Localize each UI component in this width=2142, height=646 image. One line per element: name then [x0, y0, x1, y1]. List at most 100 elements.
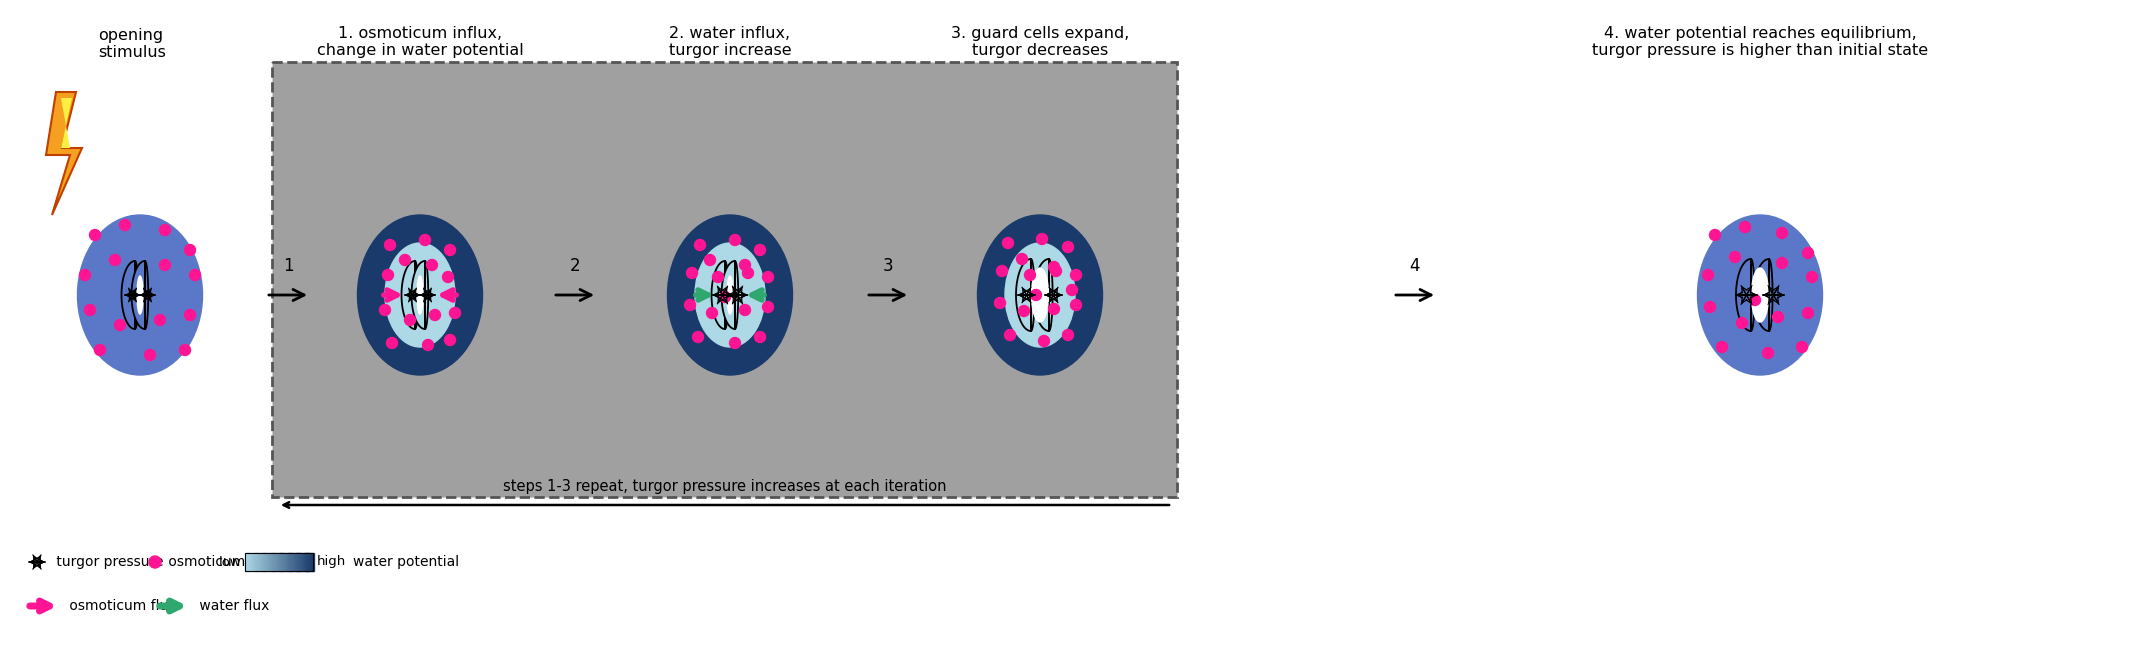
Circle shape	[84, 304, 96, 315]
Circle shape	[1067, 284, 1077, 295]
Text: water flux: water flux	[195, 599, 270, 613]
Ellipse shape	[1005, 243, 1075, 347]
Ellipse shape	[1032, 268, 1047, 322]
Text: 2. water influx,
turgor increase: 2. water influx, turgor increase	[668, 26, 790, 58]
Circle shape	[90, 229, 101, 240]
Circle shape	[150, 556, 161, 568]
Polygon shape	[1735, 259, 1754, 331]
Circle shape	[422, 340, 433, 351]
Circle shape	[1716, 342, 1726, 353]
Circle shape	[763, 302, 773, 313]
Circle shape	[386, 240, 396, 251]
Circle shape	[383, 269, 394, 280]
Ellipse shape	[1696, 215, 1823, 375]
Ellipse shape	[358, 215, 482, 375]
Ellipse shape	[694, 243, 765, 347]
Circle shape	[446, 335, 456, 346]
Polygon shape	[1754, 259, 1774, 331]
Circle shape	[401, 255, 411, 266]
Circle shape	[188, 269, 201, 280]
Circle shape	[730, 234, 741, 245]
Circle shape	[144, 349, 156, 360]
Circle shape	[1703, 269, 1714, 280]
Circle shape	[159, 225, 171, 236]
Text: opening
stimulus: opening stimulus	[99, 28, 165, 60]
Text: high: high	[317, 556, 347, 568]
Circle shape	[405, 315, 416, 326]
Circle shape	[739, 260, 750, 271]
Polygon shape	[131, 261, 148, 329]
Circle shape	[1071, 300, 1082, 311]
Ellipse shape	[386, 243, 454, 347]
Circle shape	[730, 337, 741, 348]
Ellipse shape	[668, 215, 793, 375]
Circle shape	[1804, 247, 1814, 258]
Circle shape	[386, 337, 398, 348]
Ellipse shape	[137, 276, 144, 314]
Polygon shape	[411, 261, 428, 329]
Text: 1. osmoticum influx,
change in water potential: 1. osmoticum influx, change in water pot…	[317, 26, 523, 58]
Circle shape	[1804, 307, 1814, 318]
Circle shape	[1017, 306, 1030, 317]
Text: 1: 1	[283, 257, 293, 275]
Circle shape	[692, 331, 703, 342]
Circle shape	[1739, 222, 1750, 233]
Polygon shape	[711, 261, 728, 329]
Circle shape	[1005, 329, 1015, 340]
Circle shape	[154, 315, 165, 326]
Polygon shape	[122, 261, 139, 329]
Circle shape	[450, 307, 461, 318]
Circle shape	[1047, 304, 1060, 315]
Circle shape	[1017, 253, 1028, 264]
Circle shape	[184, 244, 195, 256]
Polygon shape	[401, 261, 418, 329]
Circle shape	[694, 240, 705, 251]
Circle shape	[996, 266, 1007, 276]
Circle shape	[685, 267, 698, 278]
Ellipse shape	[418, 276, 422, 314]
Circle shape	[1771, 311, 1784, 322]
Circle shape	[1709, 229, 1720, 240]
Circle shape	[739, 304, 750, 315]
Text: turgor pressure: turgor pressure	[51, 555, 163, 569]
Circle shape	[114, 320, 126, 331]
Circle shape	[159, 260, 171, 271]
Circle shape	[713, 271, 724, 282]
Circle shape	[1037, 233, 1047, 244]
Text: 4: 4	[1409, 257, 1420, 275]
Text: 3: 3	[883, 257, 893, 275]
FancyBboxPatch shape	[272, 62, 1176, 497]
Circle shape	[79, 269, 90, 280]
Ellipse shape	[1752, 268, 1769, 322]
Ellipse shape	[77, 215, 203, 375]
Ellipse shape	[994, 234, 1086, 356]
Circle shape	[1797, 342, 1808, 353]
Circle shape	[754, 331, 765, 342]
Circle shape	[1062, 242, 1073, 253]
Circle shape	[94, 344, 105, 355]
Circle shape	[763, 271, 773, 282]
Circle shape	[720, 291, 730, 302]
Polygon shape	[722, 261, 739, 329]
Text: osmoticum flux: osmoticum flux	[64, 599, 176, 613]
Circle shape	[379, 304, 390, 315]
Text: 3. guard cells expand,
turgor decreases: 3. guard cells expand, turgor decreases	[951, 26, 1129, 58]
Text: steps 1-3 repeat, turgor pressure increases at each iteration: steps 1-3 repeat, turgor pressure increa…	[503, 479, 947, 494]
Circle shape	[420, 234, 431, 245]
Circle shape	[1776, 227, 1789, 238]
Text: low: low	[218, 556, 242, 568]
Circle shape	[180, 344, 191, 355]
Polygon shape	[1015, 259, 1035, 331]
Circle shape	[1062, 329, 1073, 340]
Circle shape	[1050, 266, 1062, 276]
Circle shape	[1729, 251, 1741, 262]
Circle shape	[1039, 335, 1050, 346]
Text: 4. water potential reaches equilibrium,
turgor pressure is higher than initial s: 4. water potential reaches equilibrium, …	[1592, 26, 1928, 58]
Ellipse shape	[977, 215, 1103, 375]
Circle shape	[1776, 258, 1789, 269]
Circle shape	[120, 220, 131, 231]
Circle shape	[446, 244, 456, 256]
Circle shape	[431, 309, 441, 320]
Circle shape	[1737, 317, 1748, 329]
Circle shape	[705, 255, 715, 266]
